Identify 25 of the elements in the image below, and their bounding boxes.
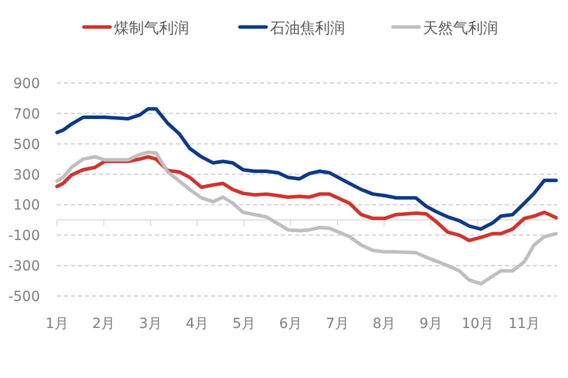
y-tick-label: 100 [13,198,40,214]
x-tick-label: 2月 [92,316,116,332]
legend-label: 石油焦利润 [270,19,345,37]
x-tick-label: 9月 [419,316,442,332]
x-tick-label: 8月 [372,316,396,332]
line-series [55,107,558,231]
legend-label: 天然气利润 [423,19,498,37]
x-tick-label: 11月 [508,316,540,332]
x-tick-label: 4月 [186,316,209,332]
y-tick-label: 300 [13,167,40,184]
y-tick-label: -500 [8,289,40,305]
x-tick-label: 1月 [46,316,68,332]
y-tick-label: -100 [8,228,40,244]
y-tick-label: 500 [13,136,40,153]
x-tick-label: 6月 [279,316,302,332]
x-tick-label: 7月 [326,316,349,332]
x-tick-label: 10月 [462,316,494,332]
line-series [55,150,558,286]
y-tick-label: 700 [13,106,40,122]
y-tick-label: 900 [13,76,40,92]
legend-label: 煤制气利润 [114,19,189,37]
x-tick-label: 3月 [139,316,162,332]
x-tick-label: 5月 [232,316,256,332]
y-tick-label: -300 [8,258,40,275]
line-series [55,155,558,242]
